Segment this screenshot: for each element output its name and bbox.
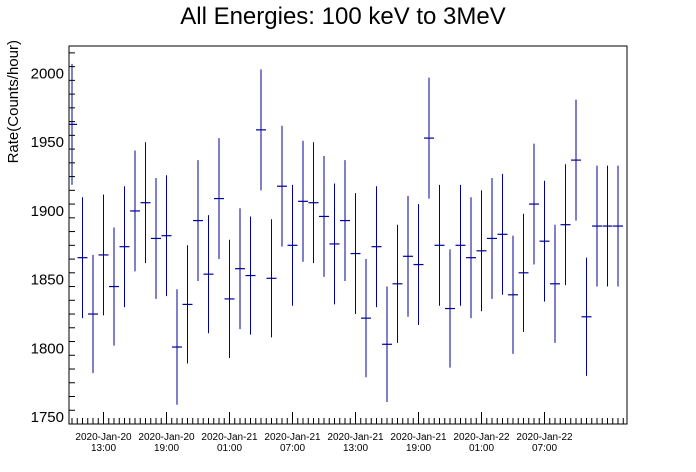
data-point bbox=[329, 183, 340, 305]
data-point bbox=[319, 155, 329, 277]
x-tick-label-time: 13:00 bbox=[343, 443, 368, 454]
data-point bbox=[434, 184, 445, 306]
x-tick-label-date: 2020-Jan-22 bbox=[516, 432, 573, 443]
x-tick-label-date: 2020-Jan-20 bbox=[138, 432, 195, 443]
data-point bbox=[298, 140, 308, 262]
data-point bbox=[476, 190, 487, 312]
data-point bbox=[69, 63, 77, 185]
data-point bbox=[613, 165, 623, 287]
x-tick-label-time: 13:00 bbox=[91, 443, 116, 454]
data-point bbox=[130, 150, 140, 272]
y-tick-label: 1850 bbox=[31, 272, 64, 289]
data-point bbox=[445, 249, 455, 368]
data-point bbox=[161, 175, 172, 297]
data-point bbox=[539, 180, 550, 302]
data-point bbox=[224, 239, 235, 359]
data-point bbox=[508, 235, 518, 354]
data-point bbox=[151, 177, 161, 299]
data-point bbox=[308, 142, 319, 264]
data-point bbox=[581, 257, 592, 376]
x-tick-label-time: 19:00 bbox=[406, 443, 431, 454]
data-point bbox=[550, 224, 560, 343]
data-point bbox=[424, 77, 434, 199]
x-axis: 2020-Jan-2013:002020-Jan-2019:002020-Jan… bbox=[71, 412, 624, 454]
data-point bbox=[266, 219, 277, 338]
data-point bbox=[119, 186, 130, 308]
data-point bbox=[497, 173, 508, 295]
data-point bbox=[413, 204, 424, 326]
y-tick-label: 1800 bbox=[31, 340, 64, 357]
data-point bbox=[203, 215, 214, 334]
data-point bbox=[245, 216, 256, 335]
y-tick-label: 1900 bbox=[31, 203, 64, 220]
data-point bbox=[571, 99, 581, 221]
data-point bbox=[88, 254, 98, 374]
data-point bbox=[403, 195, 413, 317]
data-point bbox=[98, 194, 109, 316]
data-point bbox=[350, 193, 361, 315]
data-point bbox=[109, 227, 119, 346]
data-point bbox=[518, 213, 529, 332]
data-point bbox=[602, 165, 613, 287]
x-tick-label-date: 2020-Jan-22 bbox=[453, 432, 510, 443]
data-point bbox=[77, 197, 88, 319]
y-tick-label: 1750 bbox=[31, 409, 64, 426]
plot-area-frame bbox=[68, 45, 628, 425]
x-tick-label-time: 01:00 bbox=[217, 443, 242, 454]
x-tick-label-time: 01:00 bbox=[469, 443, 494, 454]
x-tick-label-time: 07:00 bbox=[532, 443, 557, 454]
y-axis: 1750 1800 1850 1900 1950 2000 bbox=[31, 52, 75, 426]
data-point bbox=[214, 138, 224, 260]
data-point bbox=[455, 184, 466, 306]
data-point bbox=[382, 286, 392, 403]
data-point bbox=[340, 160, 350, 282]
y-axis-label: Rate(Counts/hour) bbox=[5, 40, 22, 163]
x-tick-label-date: 2020-Jan-21 bbox=[327, 432, 384, 443]
x-tick-label-date: 2020-Jan-20 bbox=[75, 432, 132, 443]
data-point bbox=[140, 142, 151, 264]
data-point bbox=[392, 224, 403, 343]
data-points bbox=[69, 63, 623, 405]
data-point bbox=[235, 208, 245, 330]
x-tick-label-date: 2020-Jan-21 bbox=[201, 432, 258, 443]
chart-title: All Energies: 100 keV to 3MeV bbox=[180, 3, 506, 30]
data-point bbox=[592, 165, 602, 287]
x-tick-label-date: 2020-Jan-21 bbox=[264, 432, 321, 443]
data-point bbox=[560, 164, 571, 286]
data-point bbox=[529, 143, 539, 265]
data-point bbox=[182, 245, 193, 364]
data-point bbox=[287, 184, 298, 306]
data-point bbox=[361, 259, 371, 378]
data-point bbox=[256, 69, 266, 191]
y-tick-label: 1950 bbox=[31, 134, 64, 151]
x-tick-label-time: 07:00 bbox=[280, 443, 305, 454]
x-tick-label-time: 19:00 bbox=[154, 443, 179, 454]
data-point bbox=[371, 186, 382, 308]
data-point bbox=[487, 177, 497, 299]
y-tick-label: 2000 bbox=[31, 65, 64, 82]
data-point bbox=[466, 197, 476, 319]
x-tick-label-date: 2020-Jan-21 bbox=[390, 432, 447, 443]
data-point bbox=[172, 289, 182, 405]
data-point bbox=[277, 125, 287, 247]
data-point bbox=[193, 160, 203, 282]
